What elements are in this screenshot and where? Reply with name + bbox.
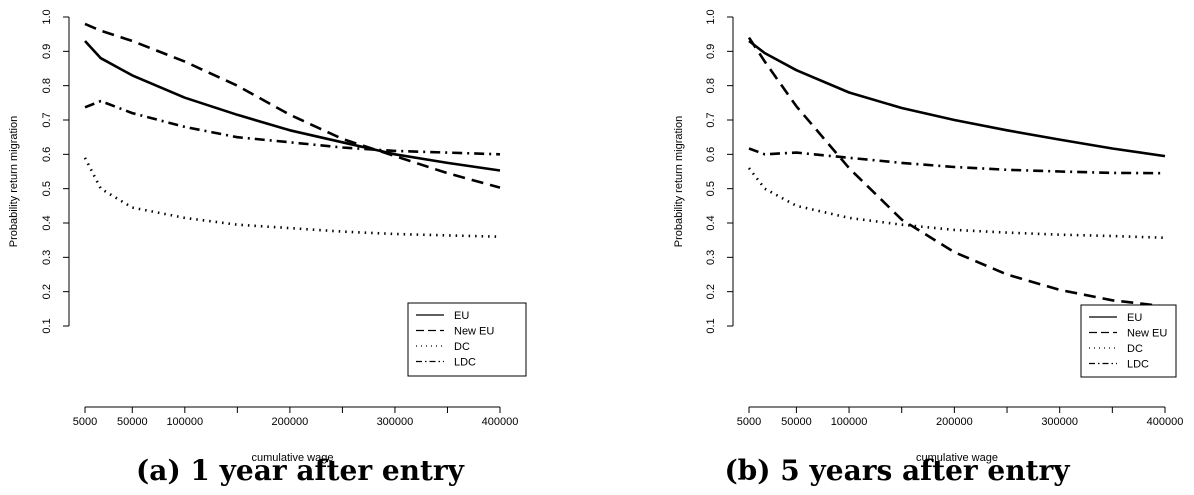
series-line-new-eu [747,36,1166,308]
x-axis-label: cumulative wage [916,452,998,464]
legend: EU New EU DC LDC [1080,304,1177,378]
y-tick-label: 0.5 [705,181,717,196]
y-tick-label: 0.3 [705,250,717,265]
legend-label: LDC [454,357,476,369]
legend-label: New EU [1127,328,1167,340]
legend-label: DC [454,341,470,353]
y-tick-label: 0.9 [705,44,717,59]
x-tick-label: 300000 [377,416,414,428]
y-tick-label: 0.8 [41,78,53,93]
x-tick-label: 50000 [117,416,148,428]
series-line-dc [83,157,501,238]
y-tick-label: 0.7 [41,112,53,127]
y-tick-label: 0.6 [41,147,53,162]
legend-label: EU [1127,312,1142,324]
chart-panel-2: 0.1 0.2 0.3 0.4 0.5 0.6 0.7 0.8 0.9 1.0 Probabilit… [673,9,1183,487]
legend-label: New EU [454,326,494,338]
y-tick-label: 0.3 [41,250,53,265]
y-tick-label: 0.2 [705,284,717,299]
legend-label: LDC [1127,359,1149,371]
y-tick-label: 1.0 [705,9,717,24]
x-tick-label: 5000 [737,416,761,428]
figure-caption: (a) 1 year after entry [136,454,465,487]
x-tick-label: 300000 [1041,416,1078,428]
y-axis-label: Probability return migration [673,116,685,247]
chart-panel-1: 0.1 0.2 0.3 0.4 0.5 0.6 0.7 0.8 0.9 1.0 Probabilit… [8,9,527,487]
y-tick-label: 0.4 [705,215,717,230]
series-line-ldc [84,99,501,156]
x-tick-label: 50000 [781,416,812,428]
x-tick-label: 200000 [936,416,973,428]
series-line-dc [747,167,1166,240]
series-line-eu [84,40,501,172]
y-tick-label: 0.8 [705,78,717,93]
series-line-new-eu [84,22,501,189]
figure-caption: (b) 5 years after entry [724,454,1070,487]
legend: EU New EU DC LDC [407,302,527,377]
x-axis-label: cumulative wage [252,452,334,464]
y-tick-label: 0.1 [705,318,717,333]
x-tick-label: 400000 [1147,416,1184,428]
y-tick-label: 1.0 [41,9,53,24]
x-tick-label: 200000 [272,416,309,428]
y-tick-label: 0.5 [41,181,53,196]
y-axis-label: Probability return migration [8,116,20,247]
y-tick-label: 0.6 [705,147,717,162]
x-tick-label: 100000 [831,416,868,428]
series-line-eu [748,39,1166,158]
x-tick-label: 5000 [73,416,97,428]
y-tick-label: 0.7 [705,112,717,127]
x-tick-label: 400000 [482,416,519,428]
y-tick-label: 0.1 [41,318,53,333]
series-line-ldc [748,147,1166,175]
legend-label: EU [454,310,469,322]
y-tick-label: 0.2 [41,284,53,299]
x-tick-label: 100000 [166,416,203,428]
y-tick-label: 0.9 [41,44,53,59]
y-tick-label: 0.4 [41,215,53,230]
legend-label: DC [1127,343,1143,355]
